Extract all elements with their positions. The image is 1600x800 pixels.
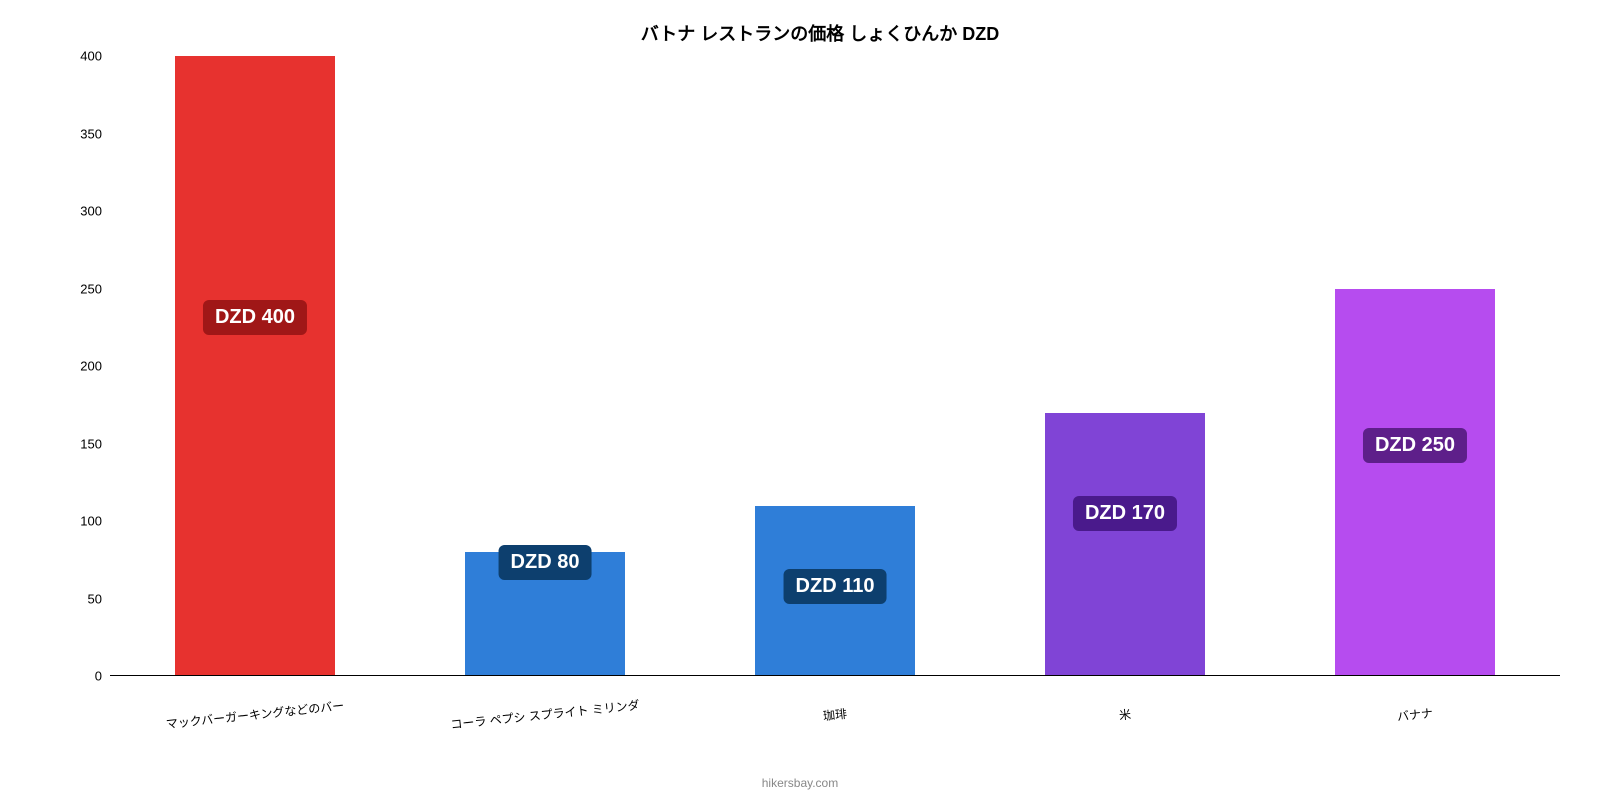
bar: DZD 170 [1045,413,1205,677]
bar-value-label: DZD 80 [499,545,592,580]
x-category-label: 米 [1118,705,1132,723]
x-category-label: バナナ [1396,704,1434,725]
x-category-label: マックバーガーキングなどのバー [165,697,345,733]
baseline [110,675,1560,676]
bar: DZD 80 [465,552,625,676]
bars-area: DZD 400 DZD 80 DZD 110 DZD 170 DZD 250 [110,56,1560,676]
y-tick-label: 50 [88,591,102,606]
chart-container: バトナ レストランの価格 しょくひんか DZD 0 50 100 150 200 250 3… [80,20,1560,760]
y-tick-label: 400 [80,49,102,64]
x-category-label: コーラ ペプシ スプライト ミリンダ [450,696,641,733]
y-axis: 050100150200250300350400 [70,56,110,676]
chart-title: バトナ レストランの価格 しょくひんか DZD [80,20,1560,46]
bar: DZD 110 [755,506,915,677]
x-category-label: 珈琲 [822,705,848,724]
y-tick-label: 200 [80,359,102,374]
y-tick-label: 350 [80,126,102,141]
bar: DZD 250 [1335,289,1495,677]
y-tick-label: 150 [80,436,102,451]
y-tick-label: 300 [80,204,102,219]
y-tick-label: 100 [80,514,102,529]
plot-area: 050100150200250300350400 DZD 400DZD 80DZ… [110,56,1560,676]
bar-value-label: DZD 400 [203,300,307,335]
credit-text: hikersbay.com [762,776,838,790]
bar-value-label: DZD 170 [1073,496,1177,531]
y-tick-label: 0 [95,669,102,684]
bar: DZD 400 [175,56,335,676]
bar-value-label: DZD 250 [1363,428,1467,463]
bar-value-label: DZD 110 [784,569,887,604]
y-tick-label: 250 [80,281,102,296]
